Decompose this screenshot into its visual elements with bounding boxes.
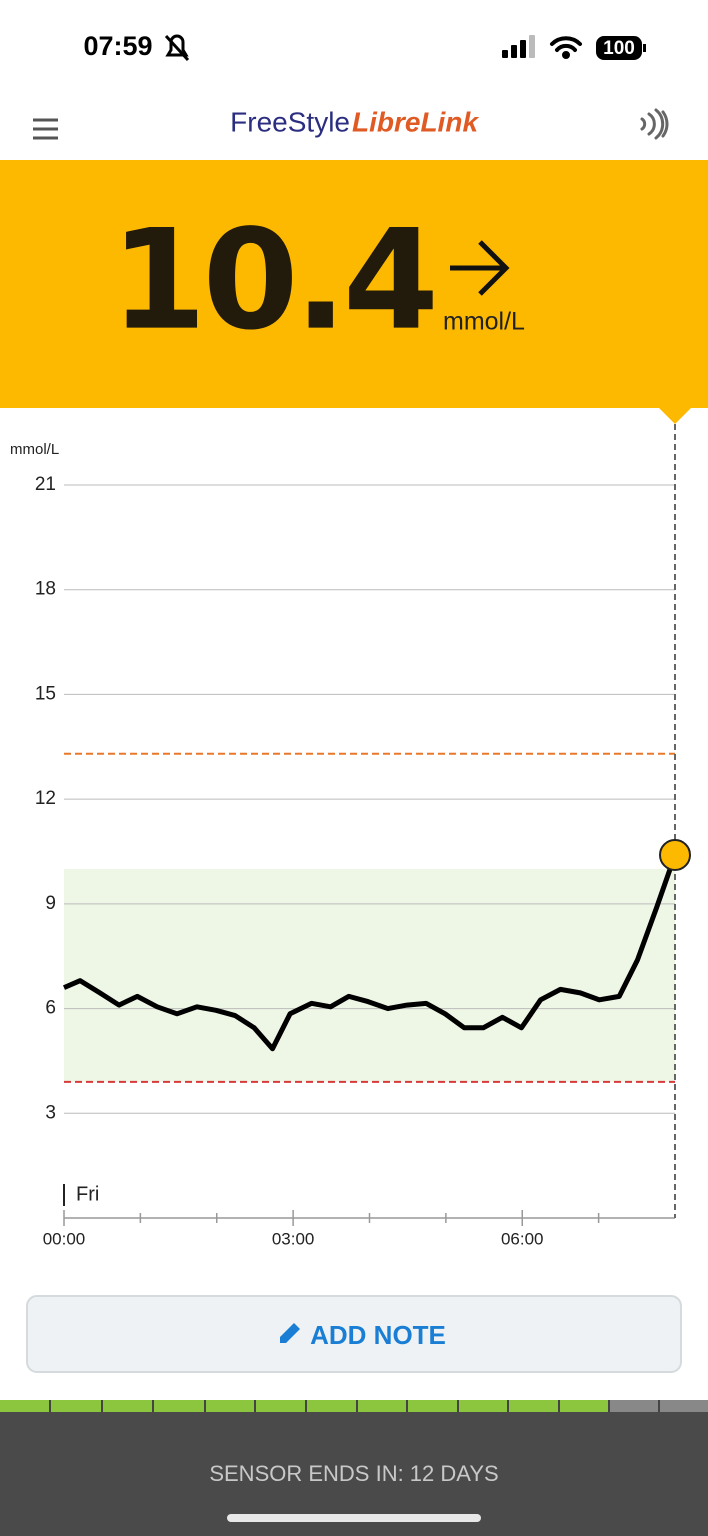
- x-tick-label: 06:00: [501, 1229, 544, 1248]
- add-note-label: ADD NOTE: [310, 1320, 446, 1350]
- battery-tip: [643, 44, 646, 52]
- add-note-button[interactable]: [26, 1295, 682, 1373]
- x-tick-label: 00:00: [43, 1229, 86, 1248]
- signal-icon: [502, 35, 535, 58]
- y-axis-label: mmol/L: [10, 441, 59, 458]
- brand-librelink: LibreLink: [352, 106, 479, 137]
- sensor-status: SENSOR ENDS IN: 12 DAYS: [209, 1461, 498, 1486]
- scan-button[interactable]: [640, 108, 669, 140]
- target-range: [64, 868, 675, 1082]
- mute-icon: [164, 34, 190, 62]
- reading-banner: [0, 160, 708, 408]
- y-tick-label: 12: [35, 788, 56, 809]
- y-tick-label: 6: [45, 998, 56, 1019]
- y-tick-label: 9: [45, 893, 56, 914]
- menu-button[interactable]: [33, 118, 58, 140]
- glucose-value: 10.4: [111, 200, 436, 361]
- current-marker: [659, 838, 691, 871]
- y-tick-label: 21: [35, 474, 56, 495]
- x-tick-label: 03:00: [272, 1229, 315, 1248]
- banner-pointer: [659, 408, 691, 424]
- brand-freestyle: FreeStyle: [230, 106, 350, 137]
- day-label: Fri: [76, 1183, 99, 1205]
- y-tick-label: 15: [35, 683, 56, 704]
- glucose-chart: mmol/L 3 6 9 12 15 18 21 00:00 03:00 06:00 Fri: [10, 424, 691, 1248]
- wifi-icon: [550, 36, 582, 59]
- y-tick-label: 3: [45, 1102, 56, 1123]
- pencil-icon: [280, 1323, 300, 1343]
- trend-arrow: [450, 240, 510, 296]
- home-indicator: [227, 1514, 481, 1522]
- battery: [596, 36, 642, 60]
- battery-level: 100: [603, 38, 635, 59]
- glucose-line: [63, 854, 678, 1052]
- glucose-unit: mmol/L: [443, 308, 525, 336]
- sensor-progress: [0, 1400, 708, 1413]
- clock: 07:59: [83, 31, 152, 61]
- y-tick-label: 18: [35, 579, 56, 600]
